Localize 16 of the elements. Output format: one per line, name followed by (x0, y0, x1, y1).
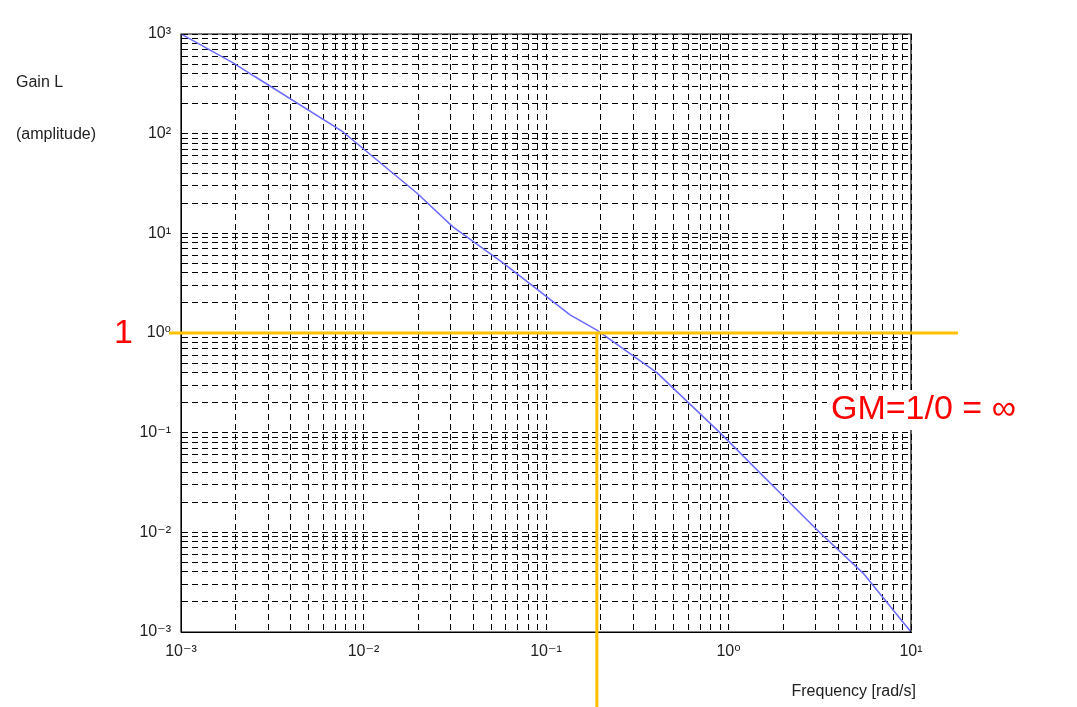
x-tick-label: 10⁻³ (165, 642, 198, 660)
ref-line-label: 1 (114, 312, 133, 351)
text: Gain L (amplitude) (16, 73, 97, 142)
y-tick-label: 10⁰ (146, 323, 171, 341)
y-tick-label: 10³ (147, 24, 172, 42)
y-tick-label: 10⁻³ (139, 622, 172, 640)
y-tick-label: 10¹ (147, 223, 171, 241)
x-tick-label: 10⁻² (347, 642, 380, 660)
x-tick-label: 10¹ (899, 642, 923, 660)
x-axis-title: Frequency [rad/s] (791, 682, 916, 699)
y-tick-label: 10² (147, 124, 172, 142)
y-tick-label: 10⁻¹ (139, 423, 171, 441)
x-tick-label: 10⁰ (716, 642, 741, 660)
y-tick-label: 10⁻² (139, 522, 172, 540)
annotation: GM=1/0 = ∞ (831, 388, 1016, 427)
x-tick-label: 10⁻¹ (530, 642, 562, 660)
